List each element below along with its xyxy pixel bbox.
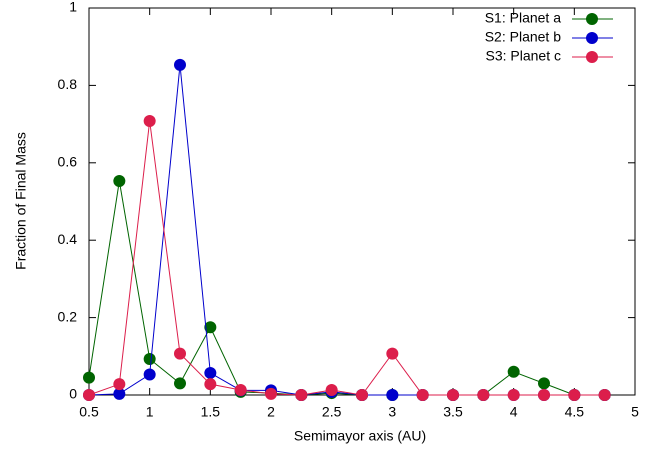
- x-tick-label: 2: [267, 404, 275, 420]
- data-point: [113, 174, 126, 187]
- y-tick-label: 1: [69, 0, 77, 15]
- legend-marker: [586, 32, 598, 44]
- data-point: [204, 378, 217, 391]
- y-tick-label: 0.8: [58, 76, 78, 92]
- data-point: [113, 387, 126, 400]
- data-point: [143, 115, 156, 128]
- x-tick-label: 5: [631, 404, 639, 420]
- data-point: [143, 353, 156, 366]
- data-point: [83, 389, 95, 401]
- legend-label: S1: Planet a: [485, 10, 561, 26]
- data-point: [325, 383, 338, 396]
- y-tick-label: 0.4: [58, 231, 78, 247]
- data-point: [113, 378, 126, 391]
- data-point: [386, 347, 399, 360]
- x-tick-label: 4: [510, 404, 518, 420]
- data-point: [538, 389, 550, 401]
- x-tick-label: 3: [388, 404, 396, 420]
- data-point: [568, 389, 581, 401]
- x-tick-label: 4.5: [565, 404, 585, 420]
- series-line: [88, 64, 605, 396]
- plot-frame: [88, 7, 636, 396]
- y-tick-label: 0.6: [58, 154, 78, 170]
- legend-label: S3: Planet c: [486, 48, 562, 64]
- legend-label: S2: Planet b: [485, 29, 561, 45]
- data-point: [174, 377, 186, 390]
- x-tick-label: 0.5: [79, 404, 99, 420]
- data-point: [204, 366, 217, 379]
- x-axis-label: Semimayor axis (AU): [294, 428, 426, 444]
- y-tick-label: 0: [69, 386, 77, 402]
- legend-marker: [586, 13, 598, 25]
- data-point: [83, 371, 95, 384]
- data-point: [174, 347, 186, 360]
- x-tick-label: 1.5: [201, 404, 221, 420]
- data-point: [477, 389, 490, 401]
- data-point: [174, 58, 186, 71]
- data-point: [447, 389, 459, 401]
- series-line: [88, 180, 605, 396]
- y-tick-label: 0.2: [58, 308, 78, 324]
- data-point: [416, 389, 429, 401]
- data-point: [356, 389, 368, 401]
- data-point: [507, 365, 520, 378]
- data-point: [538, 377, 550, 390]
- data-point: [265, 387, 277, 400]
- data-point: [234, 383, 247, 396]
- x-tick-label: 3.5: [443, 404, 463, 420]
- x-tick-label: 1: [146, 404, 154, 420]
- data-point: [204, 321, 217, 334]
- data-point: [295, 389, 308, 401]
- data-point: [386, 389, 399, 401]
- x-tick-label: 2.5: [322, 404, 342, 420]
- y-axis-label: Fraction of Final Mass: [13, 132, 29, 270]
- data-point: [507, 389, 520, 401]
- legend-marker: [586, 51, 598, 63]
- series-line: [88, 120, 605, 396]
- data-point: [598, 389, 611, 401]
- data-point: [143, 368, 156, 381]
